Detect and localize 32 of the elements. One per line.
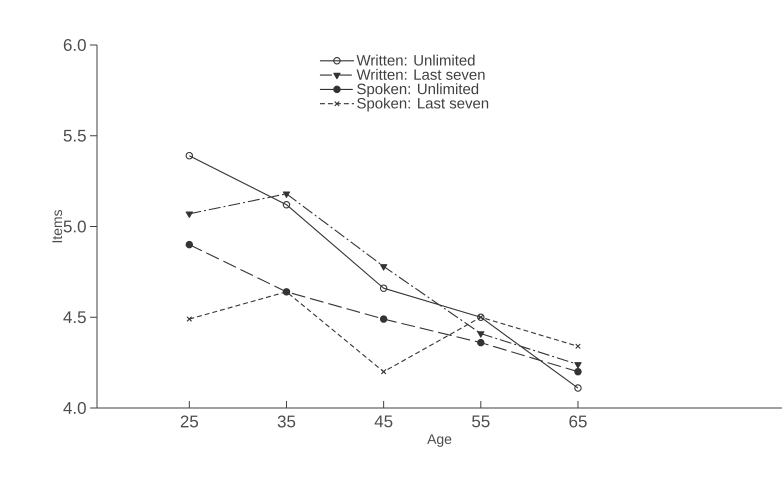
point (575, 343, 581, 350)
x-tick-label: 35 (278, 415, 296, 428)
y-tick-label: 6.0 (64, 38, 86, 51)
point (574, 368, 582, 376)
point (186, 316, 192, 322)
x-tick-label: 55 (472, 415, 490, 428)
legend-label: Written: Unlimited (356, 54, 475, 66)
y-tick-label: 5.0 (64, 220, 86, 232)
legend-label: Spoken: Unlimited (357, 83, 478, 98)
x-tick-label: 45 (374, 415, 392, 428)
x-tick-label: 25 (180, 415, 198, 428)
point (282, 200, 290, 208)
point (574, 362, 582, 369)
point (477, 331, 484, 338)
y-tick-label: 4.5 (63, 311, 86, 324)
point (380, 264, 388, 271)
y-tick-label: 4.0 (63, 402, 86, 414)
point (380, 315, 388, 323)
point (380, 368, 386, 374)
point (186, 152, 194, 160)
point (186, 211, 193, 218)
x-axis-title: Age (427, 434, 452, 447)
point (380, 284, 388, 292)
legend-label: Written: Last seven (356, 68, 485, 80)
point (282, 191, 290, 198)
point (477, 338, 485, 346)
y-tick-label: 5.5 (64, 130, 86, 142)
legend-label: Spoken: Last seven (357, 98, 488, 112)
y-axis-title: Items (52, 210, 62, 242)
x-tick-label: 65 (569, 415, 587, 428)
point (186, 240, 194, 248)
point (574, 384, 582, 392)
